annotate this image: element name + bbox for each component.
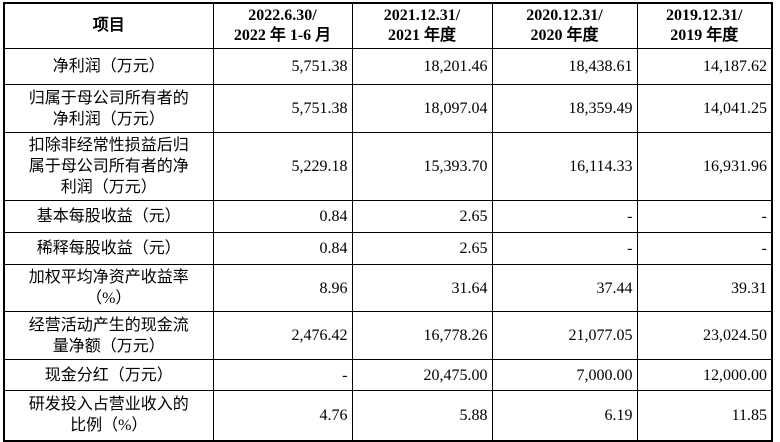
row-label: 稀释每股收益（元） <box>3 232 214 265</box>
value-cell: 20,475.00 <box>351 359 493 391</box>
value-cell: 5,751.38 <box>212 48 353 85</box>
value-cell: 0.84 <box>212 232 353 265</box>
value-cell: 23,024.50 <box>636 311 773 360</box>
value-cell: 5.88 <box>351 390 493 441</box>
value-cell: 0.84 <box>212 200 353 233</box>
value-cell: 16,778.26 <box>351 311 493 360</box>
row-label: 经营活动产生的现金流 量净额（万元） <box>3 311 214 360</box>
value-cell: 14,041.25 <box>636 84 773 133</box>
value-cell: 18,097.04 <box>351 84 493 133</box>
value-cell: 2.65 <box>351 200 493 233</box>
table-row-cash-dividend: 现金分红（万元） - 20,475.00 7,000.00 12,000.00 <box>3 359 773 391</box>
table-row-basic-eps: 基本每股收益（元） 0.84 2.65 - - <box>3 200 773 233</box>
value-cell: 15,393.70 <box>351 132 493 201</box>
value-cell: 16,931.96 <box>636 132 773 201</box>
table-row-weighted-roe: 加权平均净资产收益率 （%） 8.96 31.64 37.44 39.31 <box>3 264 773 312</box>
value-cell: 7,000.00 <box>491 359 638 391</box>
table-row-parent-net-profit: 归属于母公司所有者的 净利润（万元） 5,751.38 18,097.04 18… <box>3 84 773 133</box>
row-label: 研发投入占营业收入的 比例（%） <box>3 390 214 441</box>
value-cell: 5,751.38 <box>212 84 353 133</box>
table-row-rd-ratio: 研发投入占营业收入的 比例（%） 4.76 5.88 6.19 11.85 <box>3 390 773 441</box>
table-row-diluted-eps: 稀释每股收益（元） 0.84 2.65 - - <box>3 232 773 265</box>
value-cell: - <box>491 232 638 265</box>
value-cell: 4.76 <box>212 390 353 441</box>
value-cell: 18,438.61 <box>491 48 638 85</box>
row-label: 加权平均净资产收益率 （%） <box>3 264 214 312</box>
value-cell: 18,359.49 <box>491 84 638 133</box>
value-cell: 6.19 <box>491 390 638 441</box>
value-cell: - <box>212 359 353 391</box>
value-cell: - <box>636 232 773 265</box>
row-label: 扣除非经常性损益后归 属于母公司所有者的净 利润（万元） <box>3 132 214 201</box>
value-cell: 5,229.18 <box>212 132 353 201</box>
value-cell: 21,077.05 <box>491 311 638 360</box>
value-cell: 37.44 <box>491 264 638 312</box>
value-cell: 18,201.46 <box>351 48 493 85</box>
row-label: 净利润（万元） <box>3 48 214 85</box>
table-row-net-profit: 净利润（万元） 5,751.38 18,201.46 18,438.61 14,… <box>3 48 773 85</box>
value-cell: - <box>636 200 773 233</box>
value-cell: 2,476.42 <box>212 311 353 360</box>
value-cell: 11.85 <box>636 390 773 441</box>
value-cell: 31.64 <box>351 264 493 312</box>
table-row-operating-cash-flow: 经营活动产生的现金流 量净额（万元） 2,476.42 16,778.26 21… <box>3 311 773 360</box>
table-header-row: 项目 2022.6.30/ 2022 年 1-6 月 2021.12.31/ 2… <box>3 2 773 49</box>
value-cell: - <box>491 200 638 233</box>
value-cell: 12,000.00 <box>636 359 773 391</box>
column-header-2022h1: 2022.6.30/ 2022 年 1-6 月 <box>212 2 353 49</box>
row-label: 基本每股收益（元） <box>3 200 214 233</box>
column-header-item: 项目 <box>3 2 214 49</box>
column-header-2020: 2020.12.31/ 2020 年度 <box>491 2 638 49</box>
value-cell: 8.96 <box>212 264 353 312</box>
value-cell: 2.65 <box>351 232 493 265</box>
table-row-net-profit-excl-nonrecurring: 扣除非经常性损益后归 属于母公司所有者的净 利润（万元） 5,229.18 15… <box>3 132 773 201</box>
value-cell: 14,187.62 <box>636 48 773 85</box>
row-label: 现金分红（万元） <box>3 359 214 391</box>
value-cell: 39.31 <box>636 264 773 312</box>
financial-summary-table: 项目 2022.6.30/ 2022 年 1-6 月 2021.12.31/ 2… <box>3 2 773 442</box>
value-cell: 16,114.33 <box>491 132 638 201</box>
row-label: 归属于母公司所有者的 净利润（万元） <box>3 84 214 133</box>
column-header-2021: 2021.12.31/ 2021 年度 <box>351 2 493 49</box>
column-header-2019: 2019.12.31/ 2019 年度 <box>636 2 773 49</box>
